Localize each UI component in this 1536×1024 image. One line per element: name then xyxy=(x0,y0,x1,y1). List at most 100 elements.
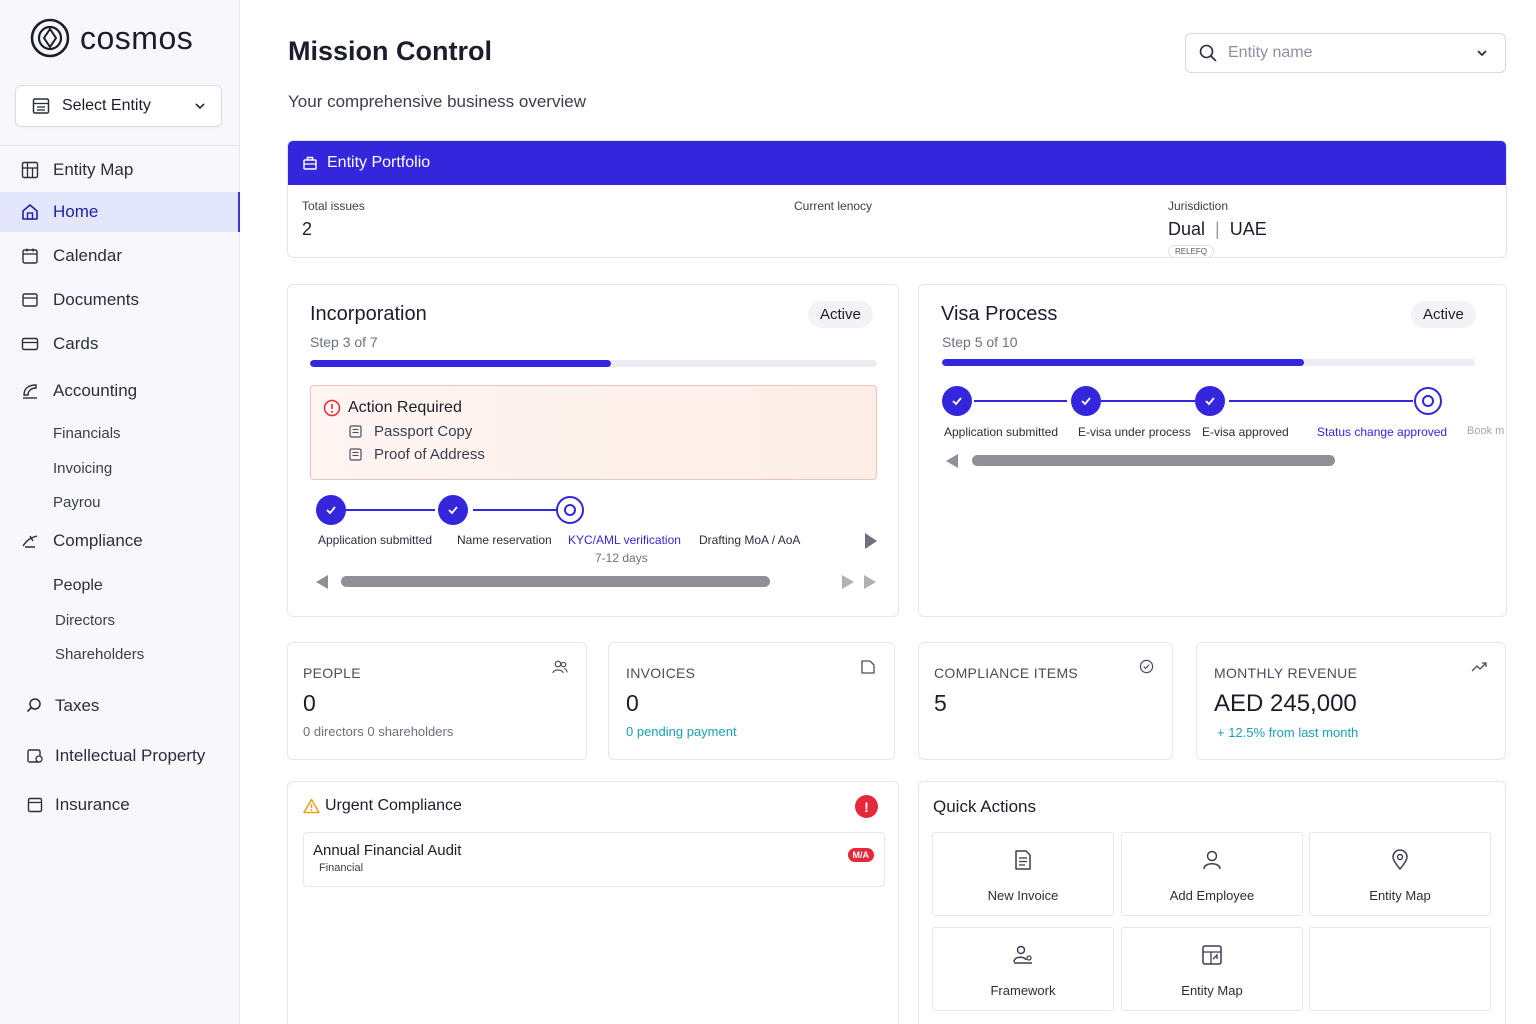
stat-sub: 0 directors 0 shareholders xyxy=(303,724,453,739)
page-subtitle: Your comprehensive business overview xyxy=(288,92,586,111)
total-issues-value: 2 xyxy=(302,219,313,239)
quick-action-add-employee[interactable]: Add Employee xyxy=(1121,832,1303,916)
sidebar-item-home[interactable]: Home xyxy=(0,192,240,232)
accounting-icon xyxy=(23,384,37,399)
horizontal-scrollbar[interactable] xyxy=(972,455,1335,466)
sidebar-sub-financials[interactable]: Financials xyxy=(53,425,121,442)
sidebar-sub-payroll[interactable]: Payrou xyxy=(53,494,101,511)
chevron-right-icon[interactable] xyxy=(865,533,877,549)
user-icon xyxy=(1203,850,1221,870)
stat-card-revenue[interactable]: MONTHLY REVENUE AED 245,000 + 12.5% from… xyxy=(1196,642,1506,760)
stat-sub: 0 pending payment xyxy=(626,724,737,739)
sidebar-divider xyxy=(0,145,239,146)
select-entity-dropdown[interactable]: Select Entity xyxy=(15,85,222,127)
incorporation-status-badge: Active xyxy=(808,301,873,328)
compliance-item[interactable]: Annual Financial Audit Financial M/A xyxy=(303,832,885,887)
card-icon xyxy=(21,337,39,351)
sidebar-sub-directors[interactable]: Directors xyxy=(55,612,116,629)
scroll-left-arrow[interactable] xyxy=(946,454,958,468)
sidebar-item-compliance[interactable]: Compliance xyxy=(0,521,240,561)
chevron-down-icon[interactable] xyxy=(1475,46,1489,60)
logo[interactable]: cosmos xyxy=(30,18,193,58)
sidebar-item-label: Calendar xyxy=(53,246,122,265)
sidebar-item-insurance[interactable]: Insurance xyxy=(0,785,240,825)
sidebar-item-label: Home xyxy=(53,202,99,221)
calendar-icon xyxy=(22,248,38,264)
visa-progress xyxy=(942,359,1475,366)
stat-value: 5 xyxy=(934,690,947,716)
quick-action-label: Entity Map xyxy=(1369,888,1431,903)
entity-search[interactable] xyxy=(1185,33,1506,73)
step-current-icon[interactable] xyxy=(556,496,584,524)
visa-step-text: Step 5 of 10 xyxy=(942,334,1018,350)
sidebar-item-intellectual-property[interactable]: Intellectual Property xyxy=(0,736,240,776)
step-label: E-visa under process xyxy=(1078,425,1191,439)
stat-card-invoices[interactable]: INVOICES 0 0 pending payment xyxy=(608,642,895,760)
stat-card-compliance[interactable]: COMPLIANCE ITEMS 5 xyxy=(918,642,1173,760)
sidebar-item-entity-map[interactable]: Entity Map xyxy=(0,150,240,190)
sidebar-item-accounting[interactable]: Accounting xyxy=(0,371,240,411)
quick-action-empty-slot[interactable] xyxy=(1309,927,1491,1011)
step-current-icon[interactable] xyxy=(1414,387,1442,415)
incorporation-progress-fill xyxy=(310,360,611,367)
stat-card-people[interactable]: PEOPLE 0 0 directors 0 shareholders xyxy=(287,642,587,760)
building-icon xyxy=(32,98,50,114)
scroll-left-arrow[interactable] xyxy=(316,575,328,589)
layout-icon xyxy=(1202,945,1222,965)
step-complete-icon[interactable] xyxy=(942,386,972,416)
jurisdiction-type: Dual xyxy=(1168,219,1206,239)
entity-search-input[interactable] xyxy=(1228,44,1475,62)
sidebar-item-label: Documents xyxy=(53,290,139,309)
chevron-down-icon xyxy=(195,103,205,110)
incorporation-title: Incorporation xyxy=(310,303,427,325)
check-circle-icon xyxy=(1139,659,1154,674)
quick-action-framework[interactable]: Framework xyxy=(932,927,1114,1011)
visa-status-badge: Active xyxy=(1411,301,1476,328)
stat-label: INVOICES xyxy=(626,665,696,681)
sidebar-item-calendar[interactable]: Calendar xyxy=(0,236,240,276)
quick-action-entity-map-2[interactable]: Entity Map xyxy=(1121,927,1303,1011)
alert-circle-icon xyxy=(323,399,341,417)
compliance-item-tag: M/A xyxy=(847,848,874,862)
sidebar-sub-invoicing[interactable]: Invoicing xyxy=(53,460,113,477)
compliance-icon xyxy=(22,535,38,548)
sidebar-sub-people[interactable]: People xyxy=(53,577,103,594)
portfolio-header: Entity Portfolio xyxy=(288,141,1506,185)
sidebar-item-label: Entity Map xyxy=(53,160,134,179)
incorporation-card: Incorporation Active Step 3 of 7 Action … xyxy=(287,284,899,617)
sidebar-item-cards[interactable]: Cards xyxy=(0,324,240,364)
stepper-connector xyxy=(974,400,1067,402)
quick-action-new-invoice[interactable]: New Invoice xyxy=(932,832,1114,916)
check-icon xyxy=(326,506,336,515)
current-tenancy-label: Current lenocy xyxy=(794,199,873,213)
step-complete-icon[interactable] xyxy=(438,495,468,525)
step-complete-icon[interactable] xyxy=(1195,386,1225,416)
file-icon xyxy=(861,660,875,674)
quick-action-entity-map[interactable]: Entity Map xyxy=(1309,832,1491,916)
folder-icon xyxy=(22,293,38,307)
quick-action-label: Framework xyxy=(990,983,1056,998)
cosmos-logo-icon xyxy=(30,18,70,58)
scroll-right-arrow[interactable] xyxy=(842,575,854,589)
step-complete-icon[interactable] xyxy=(316,495,346,525)
stepper-connector xyxy=(1229,400,1413,402)
scroll-right-arrow[interactable] xyxy=(864,575,876,589)
stepper-connector xyxy=(473,509,557,511)
step-complete-icon[interactable] xyxy=(1071,386,1101,416)
sidebar: cosmos Select Entity Entity Map Home Cal… xyxy=(0,0,240,1024)
compliance-item-category: Financial xyxy=(319,862,364,874)
horizontal-scrollbar[interactable] xyxy=(341,576,770,587)
sidebar-item-taxes[interactable]: Taxes xyxy=(0,686,240,726)
sidebar-item-label: Intellectual Property xyxy=(55,746,206,765)
step-label: Application submitted xyxy=(318,533,433,547)
sidebar-item-label: Accounting xyxy=(53,381,138,400)
stat-value: 0 xyxy=(303,690,316,716)
action-item-proof-of-address[interactable]: Proof of Address xyxy=(374,446,485,463)
quick-action-label: New Invoice xyxy=(987,888,1059,903)
search-icon xyxy=(1199,44,1217,62)
sidebar-item-documents[interactable]: Documents xyxy=(0,280,240,320)
jurisdiction-value: Dual | UAE xyxy=(1168,219,1267,239)
visa-title: Visa Process xyxy=(941,303,1058,325)
sidebar-sub-shareholders[interactable]: Shareholders xyxy=(55,646,145,663)
action-item-passport[interactable]: Passport Copy xyxy=(374,423,473,440)
